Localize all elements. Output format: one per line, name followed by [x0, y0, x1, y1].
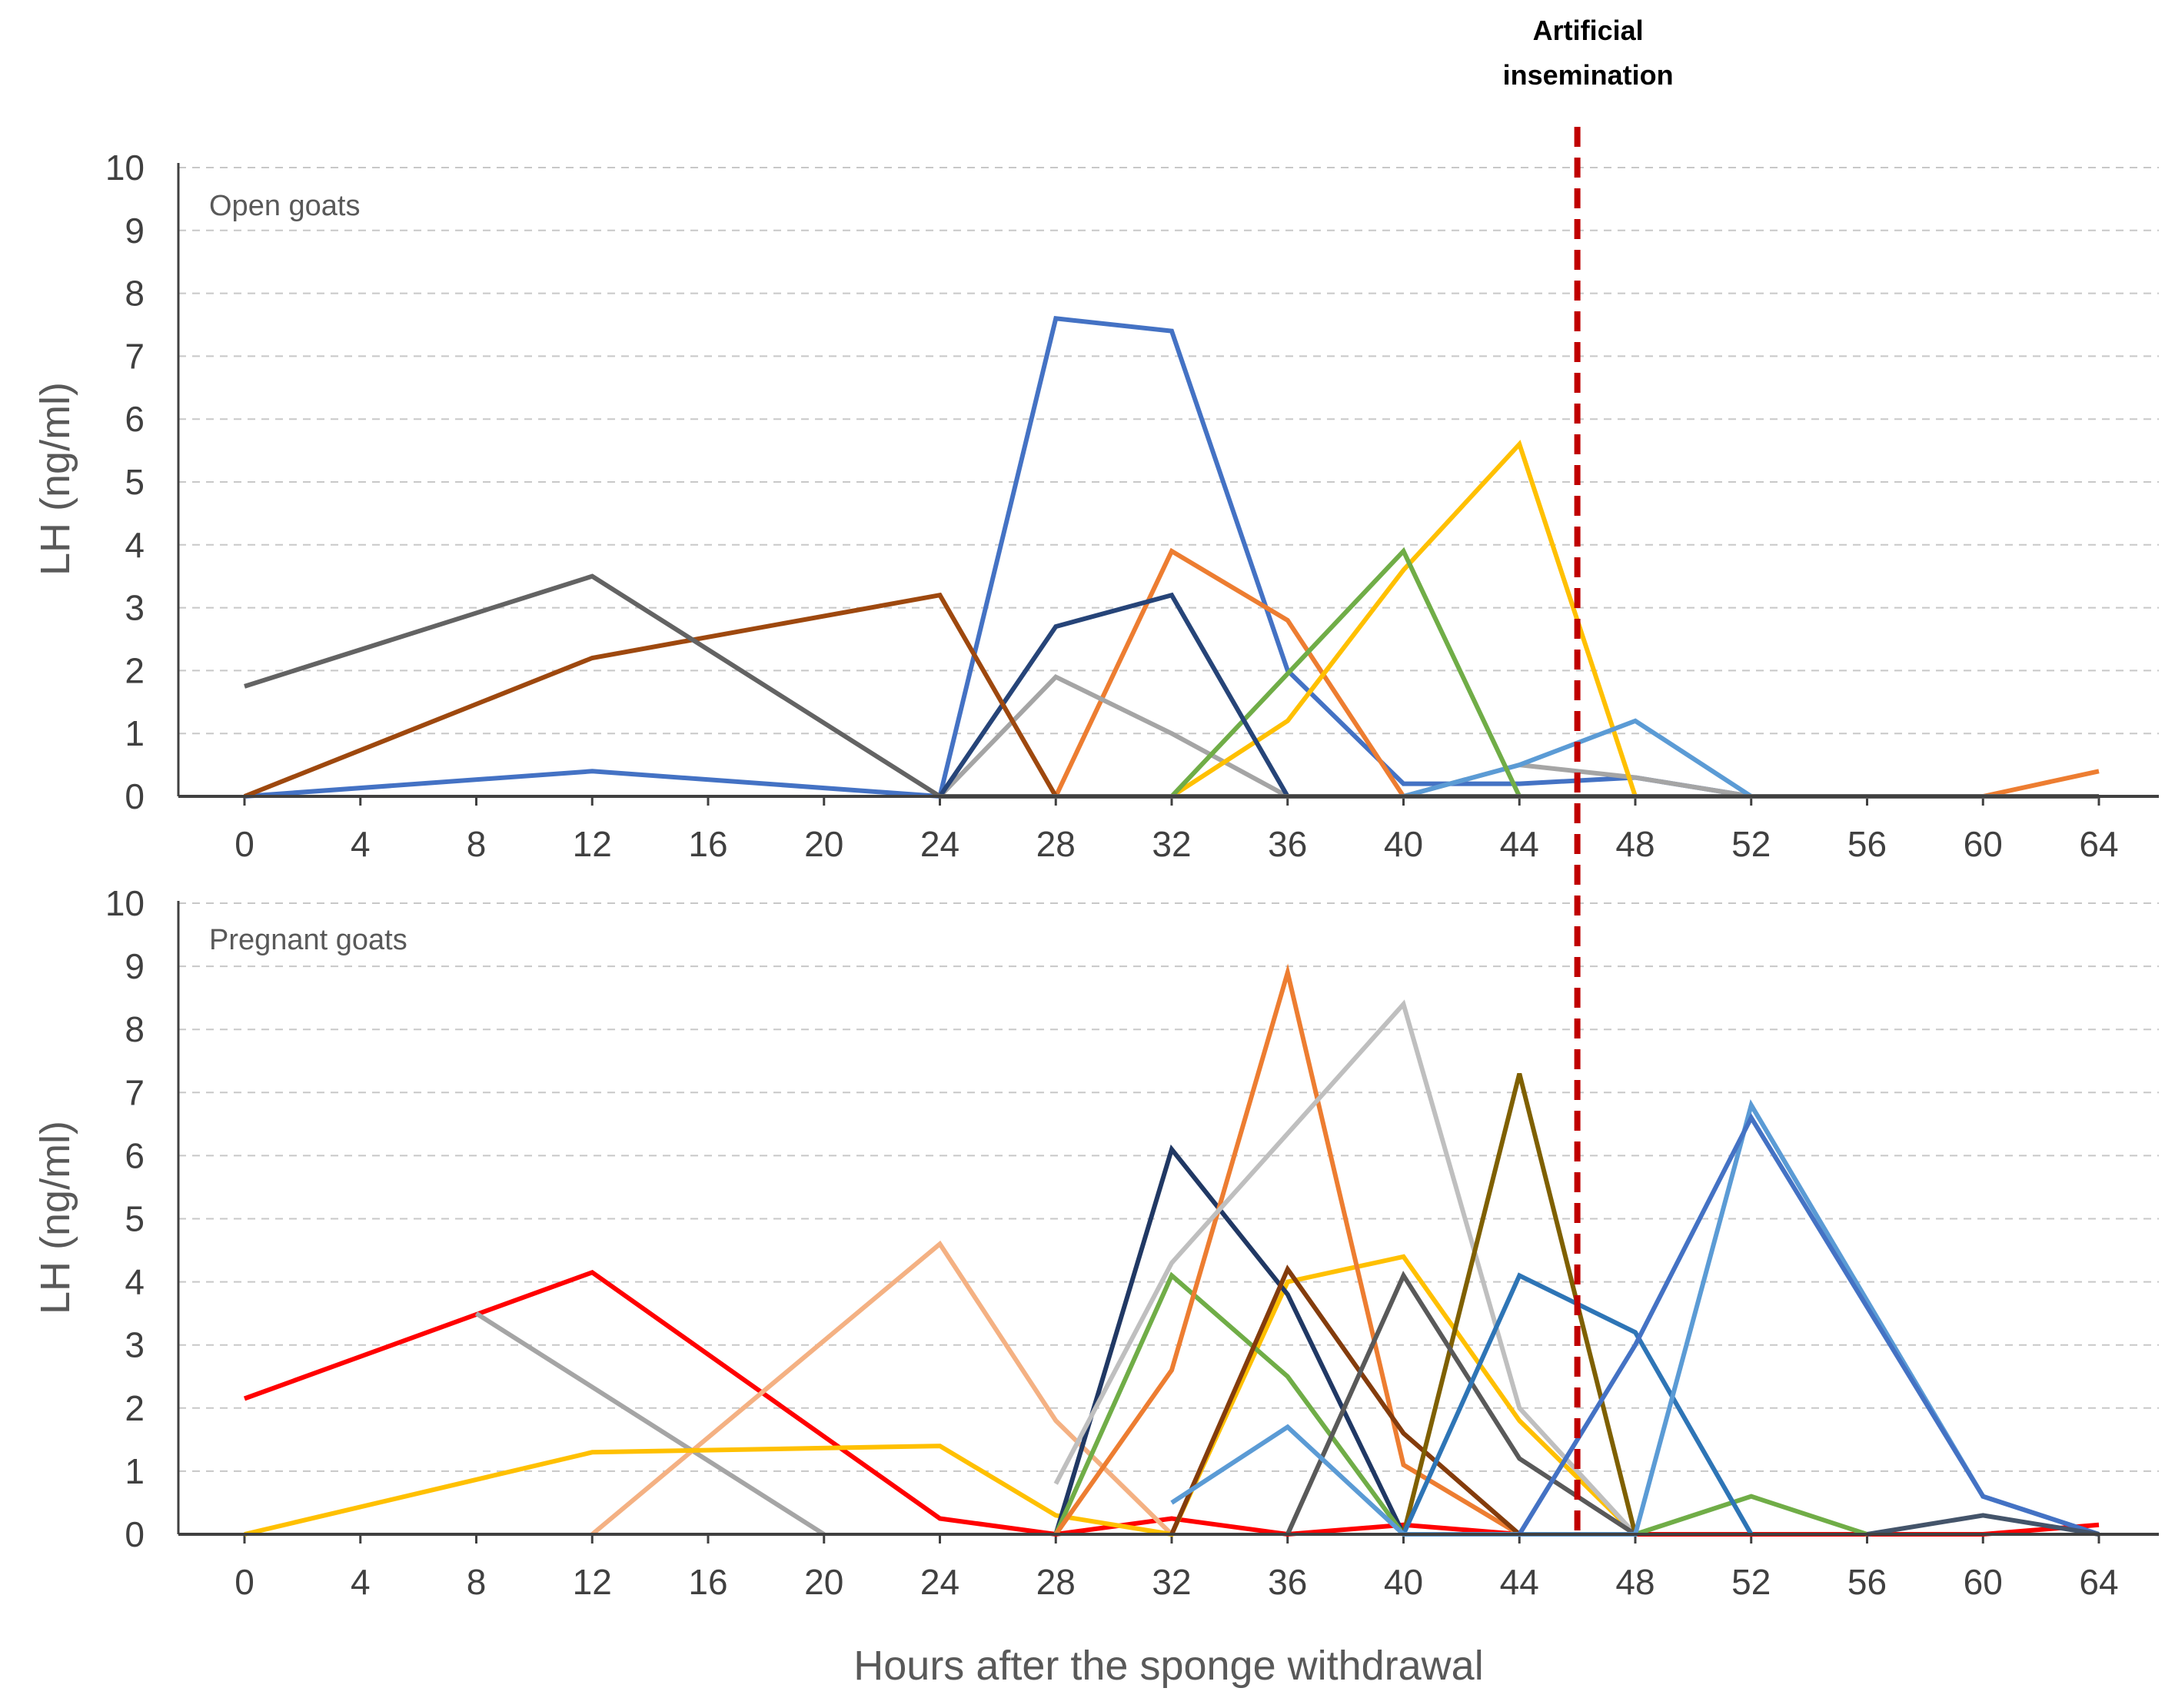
series-line [1169, 1264, 1522, 1537]
series-line [940, 547, 2100, 799]
y-tick-label: 2 [125, 650, 145, 690]
y-tick-label: 6 [125, 399, 145, 439]
x-tick-label: 60 [1964, 1562, 2003, 1602]
series-line [474, 1311, 826, 1537]
series-line [1169, 547, 1522, 799]
x-tick-label: 36 [1268, 1562, 1307, 1602]
x-tick-label: 4 [351, 1562, 371, 1602]
x-tick-label: 32 [1152, 1562, 1191, 1602]
y-tick-label: 9 [125, 946, 145, 986]
insemination-label-line1: Artificial [1533, 15, 1644, 46]
x-tick-label: 32 [1152, 824, 1191, 864]
x-tick-label: 24 [920, 824, 959, 864]
x-tick-label: 16 [688, 824, 727, 864]
x-tick-label: 16 [688, 1562, 727, 1602]
series-line [244, 316, 2099, 799]
series-line [1170, 1099, 2100, 1537]
x-tick-label: 56 [1847, 1562, 1887, 1602]
y-tick-label: 8 [125, 274, 145, 314]
y-tick-label: 10 [105, 883, 145, 923]
x-tick-label: 36 [1268, 824, 1307, 864]
y-tick-label: 3 [125, 1325, 145, 1365]
pregnant-goats-y-axis-title: LH (ng/ml) [32, 1121, 78, 1314]
x-tick-label: 24 [920, 1562, 959, 1602]
x-tick-label: 28 [1036, 1562, 1076, 1602]
series-line [1517, 1112, 2100, 1537]
y-tick-label: 1 [125, 1451, 145, 1491]
x-tick-label: 40 [1384, 1562, 1423, 1602]
y-tick-label: 5 [125, 1199, 145, 1239]
x-tick-label: 20 [804, 1562, 843, 1602]
series-line [243, 1269, 2100, 1537]
y-tick-label: 4 [125, 1262, 145, 1302]
x-tick-label: 12 [573, 1562, 612, 1602]
y-tick-label: 0 [125, 1514, 145, 1554]
open-goats-panel-label: Open goats [209, 190, 360, 222]
x-tick-label: 48 [1615, 1562, 1655, 1602]
open-goats-x-ticks: 0 4 8 12 16 20 24 28 32 36 40 44 48 52 56 60 64 [234, 796, 2119, 864]
series-line [1401, 1072, 1638, 1535]
y-tick-label: 5 [125, 462, 145, 502]
series-line [1170, 440, 1638, 799]
x-tick-label: 64 [2079, 1562, 2118, 1602]
x-tick-label: 4 [351, 824, 371, 864]
pregnant-goats-gridlines [178, 902, 2159, 1472]
open-goats-y-axis-title: LH (ng/ml) [32, 382, 78, 576]
y-tick-label: 6 [125, 1135, 145, 1175]
series-line [243, 592, 1058, 799]
x-tick-label: 64 [2079, 824, 2118, 864]
pregnant-goats-panel-label: Pregnant goats [209, 924, 407, 956]
x-tick-label: 48 [1615, 824, 1655, 864]
y-tick-label: 10 [105, 148, 145, 188]
x-tick-label: 8 [467, 824, 487, 864]
y-tick-label: 9 [125, 211, 145, 251]
insemination-label-line2: insemination [1503, 59, 1674, 91]
x-tick-label: 60 [1964, 824, 2003, 864]
x-tick-label: 44 [1500, 824, 1539, 864]
series-line [1053, 999, 1638, 1537]
x-tick-label: 44 [1500, 1562, 1539, 1602]
insemination-marker: Artificial insemination [1503, 15, 1674, 1534]
y-tick-label: 4 [125, 525, 145, 565]
y-tick-label: 7 [125, 1072, 145, 1112]
x-tick-label: 52 [1731, 824, 1771, 864]
y-tick-label: 1 [125, 713, 145, 753]
series-line [938, 592, 1290, 798]
y-tick-label: 7 [125, 336, 145, 376]
x-tick-label: 40 [1384, 824, 1423, 864]
series-line [1867, 1513, 2100, 1537]
y-tick-label: 2 [125, 1388, 145, 1428]
y-tick-label: 3 [125, 588, 145, 628]
series-line [590, 1240, 1174, 1537]
y-tick-label: 8 [125, 1009, 145, 1049]
x-tick-label: 8 [467, 1562, 487, 1602]
series-line [244, 1254, 1638, 1537]
y-tick-label: 0 [125, 776, 145, 816]
x-tick-label: 52 [1731, 1562, 1771, 1602]
x-tick-label: 20 [804, 824, 843, 864]
open-goats-gridlines [178, 167, 2159, 735]
x-tick-label: 56 [1847, 824, 1887, 864]
x-tick-label: 0 [234, 1562, 254, 1602]
series-line [1053, 963, 1521, 1537]
x-tick-label: 0 [234, 824, 254, 864]
pregnant-goats-y-ticks: 0 1 2 3 4 5 6 7 8 9 10 [105, 883, 145, 1554]
open-goats-y-ticks: 0 1 2 3 4 5 6 7 8 9 10 [105, 148, 145, 816]
x-tick-label: 28 [1036, 824, 1076, 864]
pregnant-goats-series [243, 963, 2100, 1537]
x-tick-label: 12 [573, 824, 612, 864]
open-goats-series [243, 316, 2100, 799]
x-axis-title: Hours after the sponge withdrawal [853, 1643, 1483, 1689]
pregnant-goats-x-ticks: 0 4 8 12 16 20 24 28 32 36 40 44 48 52 56 60 64 [234, 1534, 2119, 1602]
series-line [1053, 1144, 1406, 1536]
